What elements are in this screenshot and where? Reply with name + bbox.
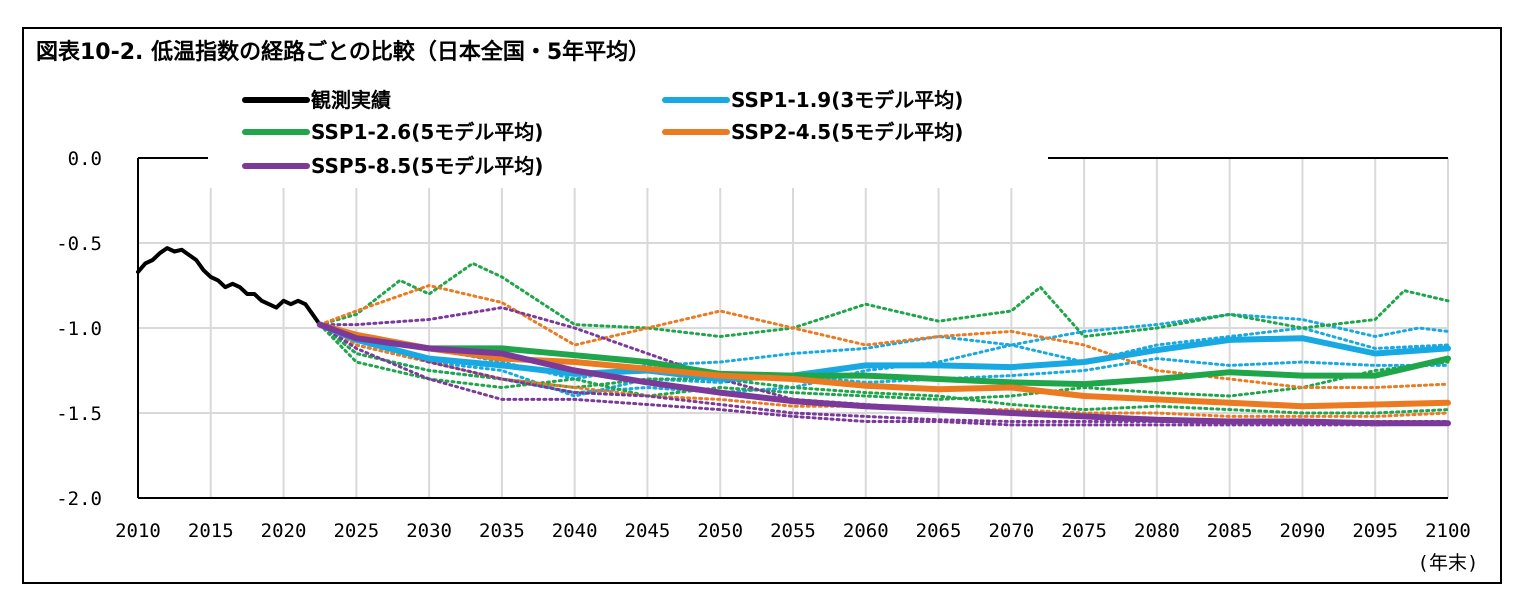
legend-box (208, 84, 1048, 188)
model-line-ssp119 (318, 323, 1450, 398)
legend-background (208, 84, 1048, 188)
chart-title: 図表10-2. 低温指数の経路ごとの比較（日本全国・5年平均） (36, 40, 651, 65)
x-tick-label: 2065 (916, 520, 962, 542)
axes (137, 157, 1448, 499)
x-tick-label: 2090 (1280, 520, 1326, 542)
x-tick-label: 2020 (261, 520, 307, 542)
x-tick-label: 2100 (1425, 520, 1471, 542)
x-tick-label: 2075 (1061, 520, 1107, 542)
x-tick-label: 2085 (1207, 520, 1253, 542)
series-line-ssp245 (316, 321, 1451, 410)
series-line-ssp126 (316, 321, 1451, 388)
tick-labels: 2010 2015 2020 2025 2030 2035 2040 2045 2050 2055… (56, 148, 1471, 542)
x-tick-label: 2035 (479, 520, 525, 542)
x-tick-label: 2045 (625, 520, 671, 542)
model-line-ssp245 (318, 284, 1450, 389)
x-tick-label: 2030 (406, 520, 452, 542)
y-tick-label: -1.5 (56, 403, 102, 425)
x-tick-label: 2070 (988, 520, 1034, 542)
x-tick-label: 2040 (552, 520, 598, 542)
y-tick-label: -0.5 (56, 233, 102, 255)
x-tick-label: 2095 (1352, 520, 1398, 542)
model-line-ssp126 (318, 323, 1450, 401)
model-line-ssp585 (318, 323, 1450, 427)
x-tick-label: 2010 (115, 520, 161, 542)
series-group (136, 246, 1451, 427)
legend-label-ssp126: SSP1-2.6(5モデル平均) (311, 120, 543, 144)
legend-label-observed: 観測実績 (311, 88, 391, 112)
y-tick-label: -2.0 (56, 488, 102, 510)
y-tick-label: -1.0 (56, 318, 102, 340)
legend: 観測実績 SSP1-1.9(3モデル平均) SSP1-2.6(5モデル平均) SSP2… (242, 88, 963, 178)
legend-label-ssp245: SSP2-4.5(5モデル平均) (731, 120, 963, 144)
model-line-ssp126 (318, 323, 1450, 415)
y-tick-label: 0.0 (68, 148, 102, 170)
x-tick-label: 2015 (188, 520, 234, 542)
model-series-group (318, 261, 1450, 427)
series-line-ssp119 (316, 321, 1451, 382)
x-tick-label: 2060 (843, 520, 889, 542)
x-tick-label: 2050 (697, 520, 743, 542)
legend-label-ssp585: SSP5-8.5(5モデル平均) (311, 154, 543, 178)
model-line-ssp126 (318, 261, 1450, 338)
x-tick-label: 2080 (1134, 520, 1180, 542)
series-line-observed (136, 246, 322, 327)
x-tick-label: 2025 (333, 520, 379, 542)
x-axis-label: (年末) (1418, 552, 1479, 574)
x-tick-label: 2055 (770, 520, 816, 542)
series-line-ssp585 (316, 321, 1451, 427)
legend-label-ssp119: SSP1-1.9(3モデル平均) (731, 88, 963, 112)
